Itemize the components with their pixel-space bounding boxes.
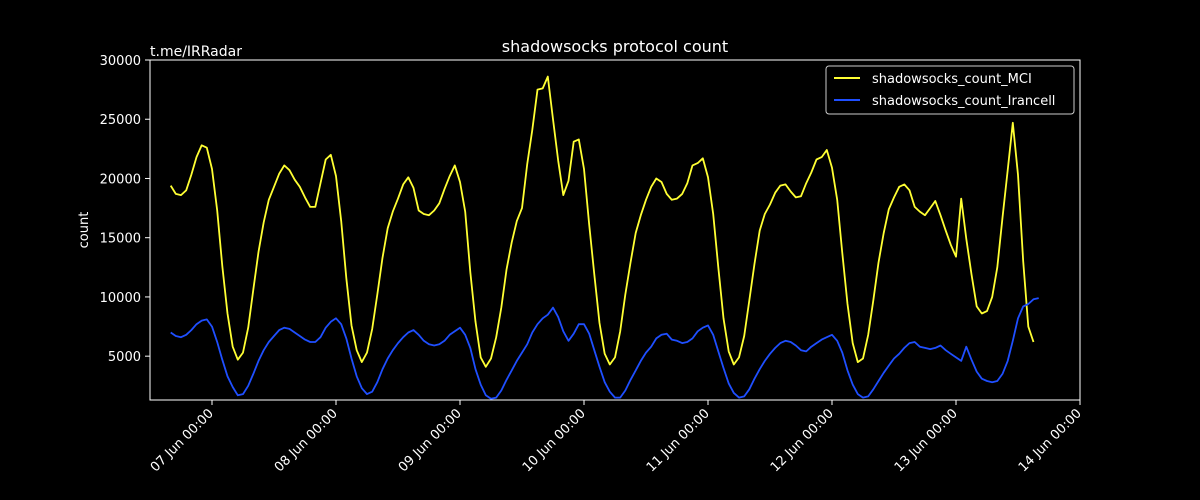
y-tick-label: 5000 — [108, 350, 141, 365]
x-tick-label: 07 Jun 00:00 — [148, 406, 217, 475]
x-tick-label: 11 Jun 00:00 — [644, 406, 713, 475]
y-tick-label: 20000 — [100, 172, 141, 187]
series-layer — [169, 75, 1039, 400]
x-tick-label: 12 Jun 00:00 — [768, 406, 837, 475]
y-axis-label: count — [77, 212, 92, 249]
y-tick-label: 25000 — [100, 113, 141, 128]
series-line-2 — [170, 297, 1039, 400]
x-tick-label: 13 Jun 00:00 — [892, 406, 961, 475]
x-tick-label: 14 Jun 00:00 — [1016, 406, 1085, 475]
watermark: t.me/IRRadar — [150, 44, 242, 60]
x-tick-label: 08 Jun 00:00 — [272, 406, 341, 475]
y-tick-label: 10000 — [100, 291, 141, 306]
legend: shadowsocks_count_MCI shadowsocks_count_I… — [825, 65, 1075, 115]
legend-label-1: shadowsocks_count_MCI — [872, 72, 1032, 87]
chart-title: shadowsocks protocol count — [502, 37, 728, 56]
x-tick-label: 09 Jun 00:00 — [396, 406, 465, 475]
axis-layer: 5000 10000 15000 20000 25000 30000 07 Jun 00:0… — [100, 54, 1085, 475]
x-tick-label: 10 Jun 00:00 — [520, 406, 589, 475]
y-tick-label: 30000 — [100, 54, 141, 69]
y-tick-label: 15000 — [100, 232, 141, 247]
series-line-1 — [169, 75, 1035, 368]
legend-box — [825, 65, 1075, 115]
plot-frame — [149, 59, 1081, 401]
legend-label-2: shadowsocks_count_Irancell — [872, 94, 1055, 109]
